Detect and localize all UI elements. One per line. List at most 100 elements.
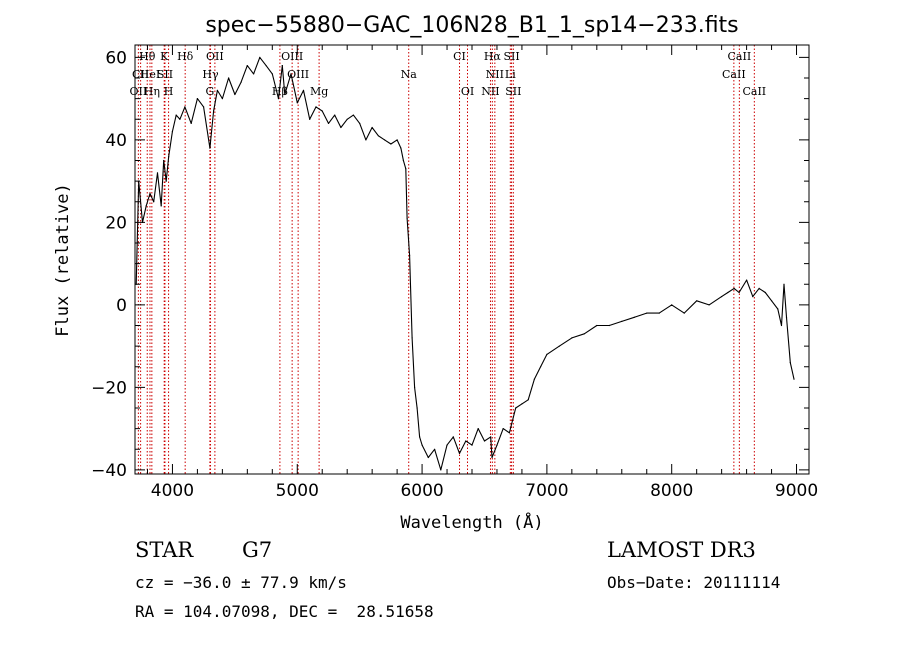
data-point-0-46: [371, 126, 373, 129]
data-point-0-14: [184, 106, 186, 108]
data-point-0-39: [327, 122, 330, 124]
data-point-0-81: [546, 353, 548, 355]
data-point-0-44: [359, 122, 361, 124]
data-point-0-97: [733, 287, 735, 289]
data-point-0-88: [633, 316, 635, 318]
data-point-0-79: [533, 378, 536, 380]
data-point-0-40: [334, 114, 336, 116]
data-point-0-56: [411, 337, 413, 339]
data-point-0-58: [416, 407, 418, 409]
spectral-line-label-25: NII: [481, 85, 499, 98]
data-point-0-43: [352, 114, 354, 116]
data-point-0-37: [315, 106, 317, 108]
data-point-0-19: [213, 110, 215, 112]
x-tick-label-0: 4000: [151, 481, 194, 501]
data-point-0-106: [783, 283, 785, 285]
spectral-line-label-10: CII: [132, 68, 149, 81]
spectral-line-markers: [137, 45, 755, 474]
spectral-line-label-11: HeI: [140, 68, 160, 81]
data-point-0-34: [296, 102, 298, 104]
data-point-0-25: [246, 65, 248, 67]
data-point-0-7: [160, 205, 162, 207]
spectral-line-label-22: Hβ: [272, 85, 288, 98]
data-point-0-28: [265, 65, 267, 67]
x-axis-label: Wavelength (Å): [400, 511, 543, 533]
data-point-0-59: [419, 436, 421, 438]
spectral-line-label-18: OII: [130, 85, 148, 98]
spectral-line-label-9: CaII: [722, 68, 746, 81]
x-tick-label-4: 8000: [650, 481, 693, 501]
data-point-0-65: [452, 436, 454, 438]
data-point-0-103: [771, 300, 773, 302]
spectral-line-label-21: G: [205, 85, 214, 98]
data-point-0-21: [221, 98, 223, 100]
data-point-0-11: [171, 131, 173, 133]
data-point-0-33: [290, 73, 292, 75]
data-point-0-69: [477, 428, 479, 430]
spectral-line-label-24: OI: [461, 85, 474, 98]
data-point-0-27: [259, 56, 261, 59]
plot-frame: [134, 44, 810, 475]
data-point-0-31: [281, 65, 283, 67]
data-point-0-51: [400, 147, 402, 149]
data-point-0-75: [508, 432, 510, 434]
y-tick-label-5: 60: [105, 48, 127, 68]
data-point-0-94: [708, 304, 710, 306]
data-point-0-16: [196, 98, 198, 100]
data-point-0-8: [163, 159, 165, 162]
data-point-0-104: [777, 308, 779, 310]
data-point-0-95: [721, 296, 723, 298]
y-tick-label-3: 20: [105, 213, 127, 233]
data-point-0-73: [496, 444, 498, 446]
data-point-0-36: [309, 118, 311, 120]
y-axis-label: Flux (relative): [53, 183, 73, 337]
series-line-spectrum: [135, 56, 795, 471]
spectral-line-label-12: SII: [157, 68, 173, 81]
data-point-0-52: [402, 159, 404, 162]
data-point-0-64: [446, 444, 448, 446]
data-point-0-70: [483, 440, 486, 442]
data-point-0-68: [471, 444, 473, 446]
data-point-0-78: [527, 399, 529, 401]
data-point-0-53: [405, 168, 407, 170]
spectral-line-label-14: OIII: [287, 68, 309, 81]
object-class: STAR: [135, 538, 194, 562]
data-point-0-22: [228, 77, 230, 79]
data-point-0-92: [683, 312, 685, 314]
data-point-0-98: [738, 291, 740, 294]
spectral-line-label-8: CaII: [728, 50, 752, 63]
x-tick-label-1: 5000: [276, 481, 319, 501]
data-point-0-90: [658, 312, 660, 314]
data-point-0-82: [558, 345, 561, 347]
data-point-0-105: [780, 324, 783, 327]
spectral-line-label-15: Na: [401, 68, 418, 81]
x-tick-label-2: 6000: [400, 481, 443, 501]
spectral-line-label-3: OII: [206, 50, 224, 63]
data-point-0-20: [216, 89, 218, 91]
data-point-0-13: [179, 118, 181, 120]
data-point-0-45: [365, 139, 367, 141]
data-point-0-84: [583, 333, 585, 335]
data-point-0-49: [390, 143, 392, 145]
data-point-0-102: [764, 291, 766, 294]
data-point-0-38: [321, 110, 323, 112]
survey-name: LAMOST DR3: [607, 538, 756, 562]
redshift-readout: cz = −36.0 ± 77.9 km/s: [135, 573, 347, 592]
spectral-line-label-0: Hθ: [139, 50, 156, 63]
data-point-0-91: [671, 304, 673, 306]
observation-date: Obs−Date: 20111114: [607, 573, 781, 592]
spectral-line-label-2: Hδ: [177, 50, 194, 63]
data-point-0-54: [406, 217, 408, 219]
data-point-0-107: [785, 316, 788, 318]
data-point-0-85: [596, 324, 598, 327]
data-point-0-63: [440, 469, 442, 471]
data-point-0-109: [793, 378, 795, 380]
spectral-line-label-5: CI: [453, 50, 466, 63]
data-point-0-86: [608, 324, 610, 327]
spectral-line-label-19: Hη: [144, 85, 160, 98]
data-point-0-47: [377, 135, 379, 137]
data-point-0-80: [540, 366, 542, 368]
spectral-line-label-23: Mg: [310, 85, 328, 98]
